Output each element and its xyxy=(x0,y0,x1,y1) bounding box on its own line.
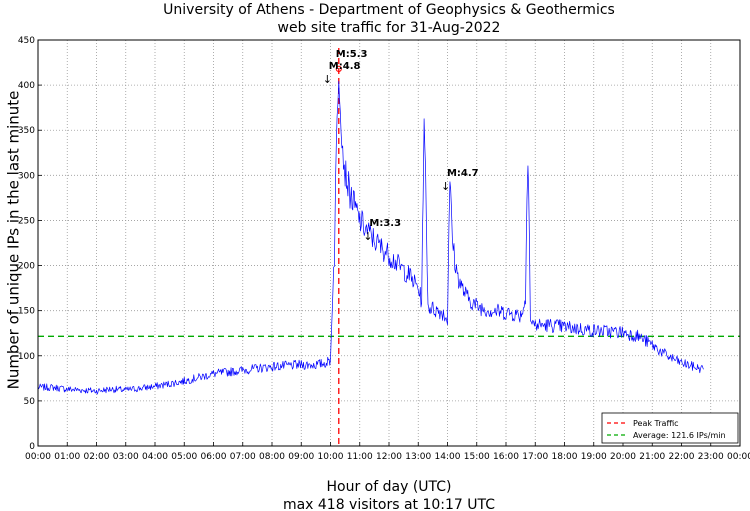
x-tick-label: 02:00 xyxy=(84,452,110,462)
x-tick-label: 16:00 xyxy=(493,452,519,462)
legend-box xyxy=(601,412,739,444)
y-tick-label: 300 xyxy=(18,171,35,181)
x-tick-label: 05:00 xyxy=(171,452,197,462)
annotation-arrow: ↓ xyxy=(323,73,332,86)
annotation-label: M:5.3 xyxy=(336,49,368,60)
x-tick-label: 21:00 xyxy=(639,452,665,462)
y-tick-label: 450 xyxy=(18,36,35,46)
chart-title: University of Athens - Department of Geo… xyxy=(163,2,615,18)
y-tick-label: 150 xyxy=(18,307,35,317)
x-tick-label: 06:00 xyxy=(201,452,227,462)
annotation-label: M:4.7 xyxy=(447,168,479,179)
reference-lines xyxy=(38,48,740,446)
x-axis-ticks: 00:00 01:00 02:00 03:00 04:00 05:00 06:00 07:00… xyxy=(25,442,750,462)
x-tick-label: 04:00 xyxy=(142,452,168,462)
legend-peak-label: Peak Traffic xyxy=(633,419,679,428)
legend: Peak Traffic Average: 121.6 IPs/min xyxy=(601,412,739,444)
x-tick-label: 23:00 xyxy=(698,452,724,462)
chart-subtitle: web site traffic for 31-Aug-2022 xyxy=(278,20,501,36)
x-tick-label: 11:00 xyxy=(347,452,373,462)
x-tick-label: 08:00 xyxy=(259,452,285,462)
y-tick-label: 0 xyxy=(29,442,35,452)
y-tick-label: 200 xyxy=(18,262,35,272)
x-tick-label: 00:00 xyxy=(25,452,51,462)
grid-lines xyxy=(38,40,740,446)
y-tick-label: 350 xyxy=(18,126,35,136)
x-tick-label: 01:00 xyxy=(54,452,80,462)
x-tick-label: 14:00 xyxy=(435,452,461,462)
x-tick-label: 15:00 xyxy=(464,452,490,462)
x-tick-label: 19:00 xyxy=(581,452,607,462)
annotation-label: M:4.8 xyxy=(329,61,361,72)
annotation-arrow: ↓ xyxy=(363,230,372,243)
x-tick-label: 10:00 xyxy=(318,452,344,462)
x-tick-label: 03:00 xyxy=(113,452,139,462)
y-axis-label: Number of unique IPs in the last minute xyxy=(5,91,23,390)
series-layer xyxy=(37,65,704,395)
y-tick-label: 100 xyxy=(18,352,35,362)
x-tick-label: 17:00 xyxy=(522,452,548,462)
x-tick-label: 09:00 xyxy=(288,452,314,462)
annotations: M:5.3M:4.8↓M:3.3↓M:4.7↓ xyxy=(323,49,479,243)
x-tick-label: 22:00 xyxy=(669,452,695,462)
x-axis-label: Hour of day (UTC) xyxy=(327,479,452,495)
peak-point-marker xyxy=(335,65,342,72)
x-tick-label: 12:00 xyxy=(376,452,402,462)
traffic-series-line xyxy=(37,80,704,395)
x-tick-label: 13:00 xyxy=(405,452,431,462)
plot-frame xyxy=(37,39,741,447)
y-tick-label: 50 xyxy=(24,397,36,407)
x-tick-label: 18:00 xyxy=(552,452,578,462)
y-axis-ticks: 0 50 100 150 200 250 300 350 400 450 xyxy=(18,36,42,452)
y-tick-label: 400 xyxy=(18,81,35,91)
annotation-arrow: ↓ xyxy=(441,180,450,193)
y-axis-label-group: Number of unique IPs in the last minute xyxy=(5,91,23,390)
legend-average-label: Average: 121.6 IPs/min xyxy=(633,431,726,440)
x-tick-label: 00:00 xyxy=(727,452,750,462)
annotation-label: M:3.3 xyxy=(369,218,401,229)
x-tick-label: 20:00 xyxy=(610,452,636,462)
max-visitors-footer: max 418 visitors at 10:17 UTC xyxy=(283,497,495,511)
y-tick-label: 250 xyxy=(18,216,35,226)
x-tick-label: 07:00 xyxy=(230,452,256,462)
